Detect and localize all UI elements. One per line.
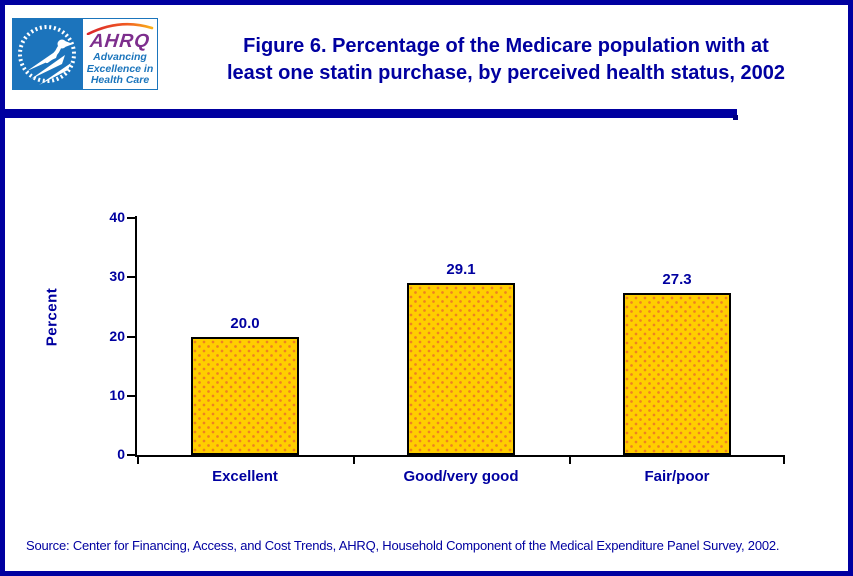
ahrq-acronym: AHRQ	[88, 31, 152, 52]
y-tick-mark	[127, 217, 135, 219]
y-tick-mark	[127, 454, 135, 456]
bar-good-very-good	[407, 282, 515, 455]
source-note: Source: Center for Financing, Access, an…	[26, 538, 780, 553]
bar-excellent	[191, 336, 299, 455]
x-tick-mark	[783, 457, 785, 464]
x-tick-mark	[137, 457, 139, 464]
y-tick-mark	[127, 394, 135, 397]
eagle-icon	[18, 25, 76, 85]
title-divider-shadow	[733, 115, 738, 120]
tagline-line: Health Care	[90, 74, 150, 86]
tagline-line: Excellence in	[86, 62, 154, 75]
title-divider-bar	[5, 109, 737, 118]
bar-fair-poor	[623, 293, 731, 455]
y-tick-mark	[127, 335, 135, 338]
y-tick-mark	[127, 276, 135, 279]
y-tick-label: 30	[109, 268, 125, 285]
y-tick-label: 20	[109, 327, 125, 344]
figure-title-line1: Figure 6. Percentage of the Medicare pop…	[243, 35, 769, 57]
tagline-line: Advancing	[93, 51, 147, 63]
bar-value-label: 29.1	[446, 260, 476, 278]
y-tick-label: 10	[109, 386, 125, 403]
x-category-label: Fair/poor	[644, 468, 710, 485]
x-category-label: Excellent	[212, 468, 278, 485]
x-category-label: Good/very good	[403, 468, 519, 485]
bar-value-label: 20.0	[230, 314, 260, 332]
figure-title-line2: least one statin purchase, by perceived …	[227, 62, 785, 84]
plot-area: 0 10 20 30 40 20.0 Excellent 29.1 Good/very good…	[109, 209, 785, 485]
hhs-seal-icon	[13, 19, 83, 89]
y-tick-label: 0	[117, 446, 125, 462]
ahrq-tagline: Advancing Excellence in Health Care	[83, 51, 157, 87]
x-tick-mark	[569, 457, 571, 464]
y-axis-title: Percent	[43, 287, 61, 347]
ahrq-arc-icon	[86, 22, 154, 35]
bar-value-label: 27.3	[662, 271, 692, 289]
y-axis-line	[135, 216, 137, 457]
x-tick-mark	[353, 457, 355, 464]
figure-title: Figure 6. Percentage of the Medicare pop…	[163, 33, 849, 87]
x-axis-line	[135, 455, 785, 457]
y-tick-label: 40	[109, 209, 125, 225]
hhs-ahrq-logo: AHRQ Advancing Excellence in Health Care	[12, 18, 158, 90]
ahrq-logo-panel: AHRQ Advancing Excellence in Health Care	[83, 19, 157, 89]
